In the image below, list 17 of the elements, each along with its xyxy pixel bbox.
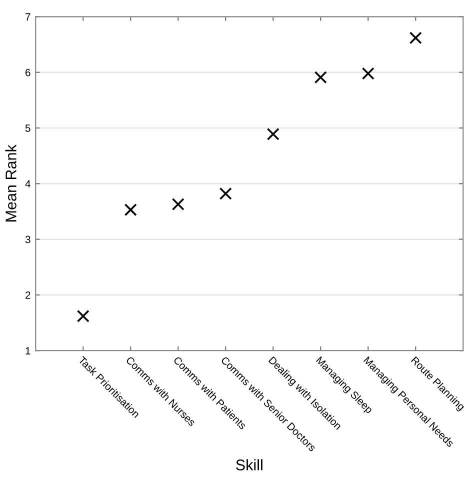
y-tick-label: 4 [25,180,30,188]
point [76,310,90,322]
y-tick-label: 2 [25,291,30,299]
point [266,128,280,140]
y-tick-label: 1 [26,347,30,354]
point [362,67,374,80]
point [219,187,232,200]
point [409,32,422,44]
point [172,198,184,211]
y-tick-label: 6 [26,68,30,76]
y-tick-label: 3 [25,236,30,244]
x-axis-title: Skill [236,459,262,470]
y-axis-title: Mean Rank [5,144,16,222]
y-tick-label: 5 [25,124,30,132]
y-tick-label: 7 [26,13,30,20]
point [314,71,327,84]
point [124,204,137,216]
